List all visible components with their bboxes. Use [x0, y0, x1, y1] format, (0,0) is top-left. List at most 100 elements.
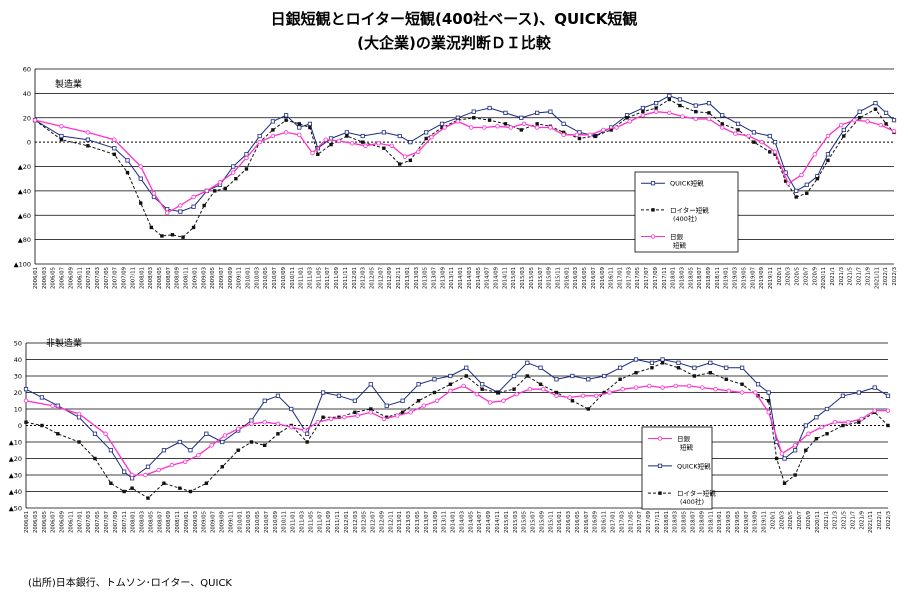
data-point-quick [92, 431, 98, 436]
x-tick-label: 2019/03 [726, 511, 732, 533]
x-tick-label: 2006/03 [42, 267, 48, 289]
data-point-boj [846, 420, 851, 425]
x-tick-label: 2010/07 [272, 267, 278, 289]
x-tick-label: 2010/05 [255, 511, 261, 533]
legend-marker-reuters [651, 208, 655, 212]
data-point-quick [360, 133, 365, 139]
data-point-quick [145, 464, 151, 469]
x-tick-label: 2021/11 [868, 511, 874, 533]
data-point-quick [804, 182, 809, 187]
data-point-boj [865, 119, 870, 124]
data-point-boj [799, 172, 804, 178]
x-tick-label: 2012/03 [353, 511, 359, 533]
x-tick-label: 2020/5 [788, 511, 794, 530]
data-point-quick [178, 209, 183, 214]
data-point-quick [511, 373, 517, 379]
x-tick-label: 2016/03 [566, 511, 572, 533]
data-point-quick [840, 393, 846, 398]
data-point-boj [310, 150, 315, 156]
x-tick-label: 2007/11 [122, 511, 128, 533]
data-point-reuters [694, 109, 698, 114]
data-point-reuters [634, 371, 638, 375]
x-tick-label: 2006/01 [24, 511, 30, 533]
y-tick-label: 10 [14, 406, 22, 414]
data-point-quick [138, 176, 143, 181]
data-point-boj [686, 383, 692, 389]
data-point-boj [328, 416, 334, 422]
x-tick-label: 2020/9 [812, 267, 818, 286]
x-tick-label: 2018/05 [688, 267, 694, 289]
data-point-quick [381, 130, 386, 135]
data-point-reuters [93, 456, 97, 461]
x-tick-label: 2007/01 [77, 511, 83, 533]
data-point-reuters [337, 415, 341, 419]
data-point-reuters [842, 134, 846, 138]
data-point-reuters [130, 486, 134, 490]
x-tick-label: 2015/01 [504, 511, 510, 533]
x-tick-label: 2009/03 [201, 267, 207, 289]
data-point-boj [138, 164, 143, 169]
data-point-reuters [122, 489, 126, 494]
x-tick-label: 2010/11 [282, 511, 288, 533]
data-point-boj [567, 395, 572, 400]
data-point-boj [872, 408, 877, 413]
data-point-boj [244, 155, 249, 161]
data-point-reuters [56, 432, 60, 436]
legend-note: 短観 [680, 442, 694, 451]
data-point-boj [169, 462, 175, 468]
data-point-boj [587, 132, 593, 138]
data-point-reuters [432, 390, 437, 395]
x-tick-label: 2021/9 [859, 511, 865, 530]
data-point-quick [400, 398, 405, 403]
x-tick-label: 2007/11 [130, 267, 136, 289]
legend-marker-boj [657, 436, 663, 441]
data-point-boj [653, 109, 659, 114]
x-tick-label: 2018/11 [708, 511, 714, 533]
data-point-reuters [204, 481, 209, 485]
data-point-boj [482, 125, 487, 130]
x-tick-label: 2013/07 [432, 267, 438, 289]
x-tick-label: 2020/9 [806, 511, 812, 530]
data-point-reuters [181, 235, 185, 239]
data-point-quick [85, 137, 90, 142]
data-point-reuters [263, 443, 267, 447]
data-point-reuters [740, 382, 744, 386]
data-point-reuters [841, 423, 845, 428]
data-point-reuters [276, 432, 280, 436]
x-tick-label: 2010/03 [254, 267, 260, 289]
data-point-quick [735, 121, 741, 126]
legend-label: QUICK短観 [670, 179, 704, 188]
x-tick-label: 2007/09 [122, 267, 128, 289]
data-point-reuters [297, 122, 302, 126]
data-point-reuters [109, 481, 113, 485]
data-point-quick [724, 365, 729, 370]
data-point-reuters [794, 195, 798, 199]
data-point-reuters [815, 176, 820, 181]
x-tick-label: 2007/05 [95, 511, 101, 533]
data-point-boj [487, 400, 493, 405]
x-tick-label: 2007/05 [104, 267, 110, 289]
data-point-quick [794, 188, 799, 193]
data-point-boj [766, 410, 771, 415]
y-tick-label: ▲50 [9, 505, 22, 513]
data-point-boj [832, 420, 838, 425]
data-point-boj [713, 387, 718, 392]
x-tick-label: 2015/11 [548, 511, 554, 533]
x-tick-label: 2009/07 [211, 511, 217, 533]
data-point-boj [792, 443, 798, 448]
data-point-reuters [178, 486, 182, 490]
x-tick-label: 2007/01 [86, 267, 92, 289]
x-tick-label: 2020/11 [821, 267, 827, 289]
x-tick-label: 2010/09 [273, 511, 279, 533]
x-tick-label: 2006/01 [33, 267, 39, 289]
data-point-boj [607, 390, 612, 395]
data-point-reuters [271, 128, 275, 132]
y-tick-label: 40 [23, 90, 31, 98]
data-point-reuters [593, 134, 598, 138]
data-point-boj [257, 139, 262, 145]
y-tick-label: 0 [27, 139, 31, 147]
x-tick-label: 2011/09 [334, 267, 340, 289]
x-tick-label: 2017/07 [637, 511, 643, 533]
data-point-reuters [448, 382, 453, 386]
